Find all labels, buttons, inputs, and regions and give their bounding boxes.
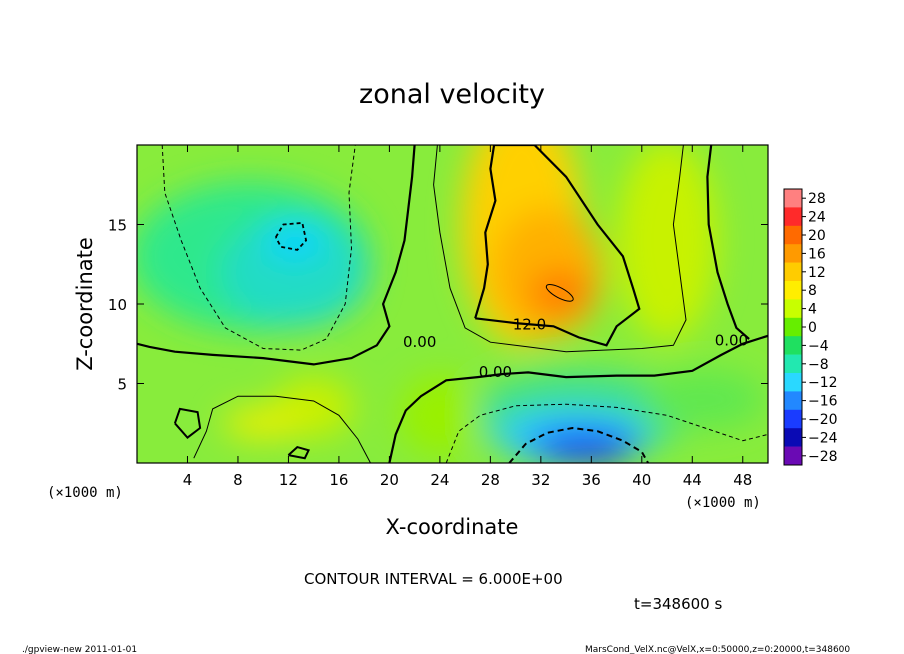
colorbar-swatch xyxy=(784,299,802,319)
colorbar-label: 28 xyxy=(808,191,826,207)
field-region-13 xyxy=(644,369,765,430)
zero-contour-left xyxy=(137,145,416,366)
x-tick-label: 48 xyxy=(733,471,752,489)
contour-label-2: 12.0 xyxy=(513,315,546,333)
field-region-1 xyxy=(223,407,304,440)
colorbar-swatch xyxy=(784,373,802,392)
y-axis-label: Z-coordinate xyxy=(73,237,97,371)
time-label: t=348600 s xyxy=(634,595,722,613)
colorbar-label: −28 xyxy=(808,449,838,465)
lower-left-contour xyxy=(173,407,202,439)
colorbar-swatch xyxy=(784,281,802,300)
colorbar-label: −24 xyxy=(808,430,838,446)
contour-interval-text: CONTOUR INTERVAL = 6.000E+00 xyxy=(304,570,563,588)
colorbar-swatch xyxy=(784,428,802,447)
colorbar-swatch xyxy=(784,391,802,411)
x-tick-label: 12 xyxy=(279,471,298,489)
colorbar-label: 0 xyxy=(808,320,817,336)
thin-positive-jet xyxy=(433,145,687,353)
colorbar-swatch xyxy=(784,207,802,227)
x-tick-label: 44 xyxy=(683,471,702,489)
colorbar-label: 4 xyxy=(808,302,817,318)
zero-contour-top-right xyxy=(706,145,750,340)
x-tick-label: 16 xyxy=(329,471,348,489)
x-tick-label: 20 xyxy=(380,471,399,489)
x-axis-label: X-coordinate xyxy=(386,515,519,539)
x-tick-label: 8 xyxy=(233,471,243,489)
lower-left-small-contour xyxy=(287,445,311,460)
x-tick-label: 36 xyxy=(582,471,601,489)
x-axis-ticks: 4 8 12 16 20 24 28 32 36 40 44 48 xyxy=(183,145,752,489)
colorbar-label: −12 xyxy=(808,375,838,391)
x-tick-label: 4 xyxy=(183,471,193,489)
field-region-12 xyxy=(545,443,625,463)
field-region-3 xyxy=(219,217,370,328)
footer-right: MarsCond_VelX.nc@VelX,x=0:50000,z=0:2000… xyxy=(585,645,850,654)
x-tick-label: 40 xyxy=(632,471,651,489)
field-region-6 xyxy=(492,207,603,338)
colorbar-swatch xyxy=(784,446,802,466)
upper-left-low-contour xyxy=(275,221,308,251)
contour-label-0: 0.00 xyxy=(403,333,436,351)
colorbar-label: −8 xyxy=(808,357,829,373)
field-region-8 xyxy=(617,145,718,341)
velocity-field xyxy=(137,145,765,463)
negative-contour-bottom xyxy=(508,426,649,463)
colorbar-swatch xyxy=(784,317,802,337)
plot-area xyxy=(137,145,768,463)
chart-title: zonal velocity xyxy=(359,79,545,110)
thin-positive-lower-left xyxy=(193,395,371,463)
y-tick-label: 5 xyxy=(117,376,127,394)
colorbar-label: −4 xyxy=(808,338,829,354)
y-tick-label: 15 xyxy=(108,217,127,235)
y-tick-label: 10 xyxy=(108,296,127,314)
colorbar-label: 20 xyxy=(808,228,826,244)
twelve-contour xyxy=(474,145,641,347)
y-axis-ticks: 5 10 15 xyxy=(108,217,768,394)
x-tick-label: 32 xyxy=(531,471,550,489)
footer-left: ./gpview-new 2011-01-01 xyxy=(22,645,137,654)
colorbar-label: −20 xyxy=(808,412,838,428)
colorbar-swatch xyxy=(784,225,802,245)
contour-label-3: 0.00 xyxy=(715,331,748,349)
colorbar-label: −16 xyxy=(808,394,838,410)
colorbar: 28 24 20 16 12 8 4 0 −4 −8 −12 −16 −20 −24 −28 xyxy=(783,188,838,466)
contour-labels: 0.00 0.00 12.0 0.00 xyxy=(403,315,748,381)
jet-core-contour xyxy=(545,284,574,302)
field-region-7 xyxy=(529,270,590,315)
colorbar-swatch xyxy=(784,354,802,374)
x-tick-label: 28 xyxy=(481,471,500,489)
y-axis-unit: (×1000 m) xyxy=(47,485,123,501)
thin-negative-bottom xyxy=(445,403,768,463)
contour-lines xyxy=(137,145,768,463)
colorbar-label: 16 xyxy=(808,246,826,262)
colorbar-label: 8 xyxy=(808,283,817,299)
colorbar-label: 24 xyxy=(808,210,826,226)
field-region-14 xyxy=(399,375,480,456)
colorbar-swatch xyxy=(784,409,802,429)
zero-contour-right xyxy=(388,334,768,463)
colorbar-swatch xyxy=(784,336,802,355)
x-tick-label: 24 xyxy=(430,471,449,489)
colorbar-swatch xyxy=(784,189,802,208)
contour-label-1: 0.00 xyxy=(479,363,512,381)
colorbar-label: 12 xyxy=(808,265,826,281)
x-axis-unit: (×1000 m) xyxy=(685,495,761,511)
colorbar-swatch xyxy=(784,262,802,282)
colorbar-swatch xyxy=(784,244,802,263)
field-region-4 xyxy=(264,220,325,261)
